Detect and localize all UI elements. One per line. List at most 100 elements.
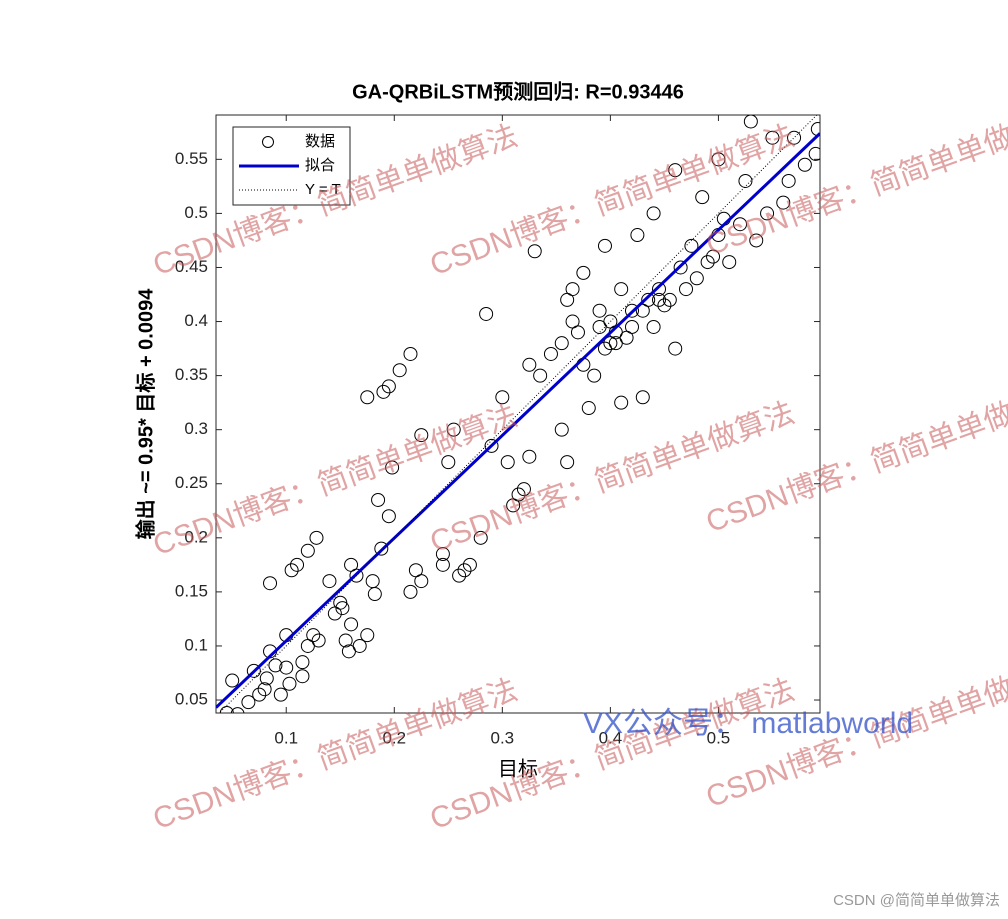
data-point — [403, 584, 418, 599]
data-point — [219, 706, 234, 713]
legend-marker — [262, 136, 274, 148]
data-point — [760, 206, 775, 221]
data-point — [738, 173, 753, 188]
plot-area — [215, 114, 821, 714]
data-point — [560, 455, 575, 470]
data-point — [282, 676, 297, 691]
data-point — [749, 233, 764, 248]
data-point — [624, 303, 639, 318]
data-point — [597, 341, 612, 356]
data-point — [662, 292, 677, 307]
data-point — [441, 455, 456, 470]
y-tick-label: 0.15 — [175, 581, 208, 600]
data-point — [614, 282, 629, 297]
legend-label: Y = T — [305, 181, 341, 198]
data-point — [565, 282, 580, 297]
data-point — [797, 157, 812, 172]
legend-label: 拟合 — [305, 157, 335, 174]
data-point — [257, 682, 272, 697]
data-point — [352, 638, 367, 653]
data-point — [657, 298, 672, 313]
data-point — [581, 401, 596, 416]
data-point — [381, 379, 396, 394]
data-point — [765, 130, 780, 145]
data-point — [646, 319, 661, 334]
data-point — [309, 530, 324, 545]
data-point — [533, 368, 548, 383]
data-point — [684, 238, 699, 253]
data-point — [360, 390, 375, 405]
data-point — [630, 228, 645, 243]
data-point — [295, 669, 310, 684]
data-point — [414, 428, 429, 443]
x-axis-label: 目标 — [498, 757, 538, 780]
x-tick-label: 0.5 — [707, 728, 731, 747]
data-point — [787, 130, 802, 145]
data-point — [252, 687, 267, 702]
wechat-watermark: VX公众号： matlabworld — [583, 707, 913, 740]
y-tick-label: 0.35 — [175, 365, 208, 384]
data-point — [484, 438, 499, 453]
data-point — [706, 249, 721, 264]
y-tick-label: 0.45 — [175, 257, 208, 276]
y-axis-label: 输出 ~= 0.95* 目标 + 0.0094 — [133, 288, 157, 540]
legend-label: 数据 — [305, 133, 335, 150]
data-point — [522, 357, 537, 372]
data-point — [646, 206, 661, 221]
data-point — [527, 244, 542, 259]
data-point — [808, 146, 820, 161]
data-point — [554, 336, 569, 351]
data-point — [230, 707, 245, 713]
data-point — [473, 530, 488, 545]
plot-content — [216, 115, 820, 713]
data-point — [435, 547, 450, 562]
y-tick-label: 0.25 — [175, 473, 208, 492]
data-point — [457, 563, 472, 578]
data-point — [306, 628, 321, 643]
data-point — [700, 255, 715, 270]
data-point — [781, 173, 796, 188]
chart-title: GA-QRBiLSTM预测回归: R=0.93446 — [352, 79, 684, 103]
data-point — [279, 660, 294, 675]
data-point — [392, 363, 407, 378]
data-point — [246, 663, 261, 678]
y-tick-label: 0.3 — [184, 419, 208, 438]
x-tick-label: 0.3 — [491, 728, 515, 747]
data-point — [516, 482, 531, 497]
data-point — [360, 628, 375, 643]
data-point — [695, 190, 710, 205]
data-point — [322, 574, 337, 589]
data-point — [295, 655, 310, 670]
data-point — [311, 633, 326, 648]
data-point — [776, 195, 791, 210]
data-point — [452, 568, 467, 583]
y-tick-label: 0.55 — [175, 149, 208, 168]
x-tick-label: 0.1 — [274, 728, 298, 747]
y-tick-label: 0.05 — [175, 690, 208, 709]
data-point — [641, 292, 656, 307]
data-point — [592, 303, 607, 318]
data-point — [500, 455, 515, 470]
data-point — [462, 557, 477, 572]
data-point — [403, 346, 418, 361]
y-tick-label: 0.2 — [184, 527, 208, 546]
data-point — [300, 543, 315, 558]
data-point — [284, 563, 299, 578]
y-tick-label: 0.4 — [184, 311, 208, 330]
data-point — [652, 282, 667, 297]
data-point — [635, 390, 650, 405]
data-point — [273, 687, 288, 702]
data-point — [367, 587, 382, 602]
data-point — [349, 568, 364, 583]
data-point — [259, 671, 274, 686]
y-tick-label: 0.1 — [184, 635, 208, 654]
data-point — [711, 152, 726, 167]
data-point — [679, 282, 694, 297]
data-point — [381, 509, 396, 524]
data-point — [743, 115, 758, 129]
data-point — [268, 658, 283, 673]
data-point — [495, 390, 510, 405]
data-point — [335, 601, 350, 616]
data-point — [511, 487, 526, 502]
